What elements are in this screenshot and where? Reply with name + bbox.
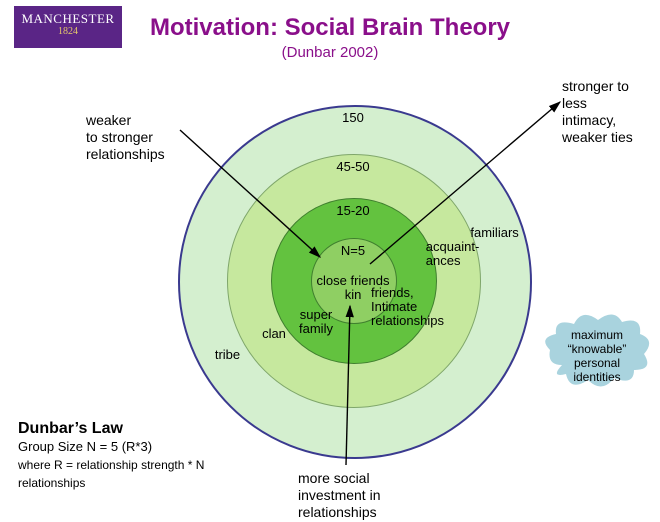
- ring-count-1: 45-50: [323, 160, 383, 174]
- ring-count-3: N=5: [323, 244, 383, 258]
- law-line1: Group Size N = 5 (R*3): [18, 438, 204, 456]
- arrow-label-1: stronger tolessintimacy,weaker ties: [562, 78, 660, 146]
- diagram-root: { "header":{ "logo_text":"MANCHESTER", "…: [0, 0, 660, 522]
- ring-name-2: superfamily: [281, 308, 351, 336]
- arrow-label-0: weakerto strongerrelationships: [86, 112, 186, 163]
- ring-count-2: 15-20: [323, 204, 383, 218]
- ring-count-0: 150: [323, 111, 383, 125]
- page-title: Motivation: Social Brain Theory: [0, 14, 660, 42]
- ring-name-0: tribe: [193, 348, 263, 362]
- arrow-label-2: more socialinvestment inrelationships: [298, 470, 398, 521]
- law-line2: where R = relationship strength * N: [18, 456, 204, 474]
- ring-name-3: close friendskin: [308, 274, 398, 302]
- ring-side-0: familiars: [470, 226, 560, 240]
- dunbars-law: Dunbar’s Law Group Size N = 5 (R*3) wher…: [18, 420, 204, 492]
- cloud-callout: maximum“knowable”personalidentities: [542, 310, 652, 400]
- law-heading: Dunbar’s Law: [18, 420, 204, 438]
- ring-side-1: acquaint-ances: [426, 240, 516, 268]
- law-line3: relationships: [18, 474, 204, 492]
- cloud-text: maximum“knowable”personalidentities: [542, 328, 652, 384]
- page-subtitle: (Dunbar 2002): [0, 44, 660, 61]
